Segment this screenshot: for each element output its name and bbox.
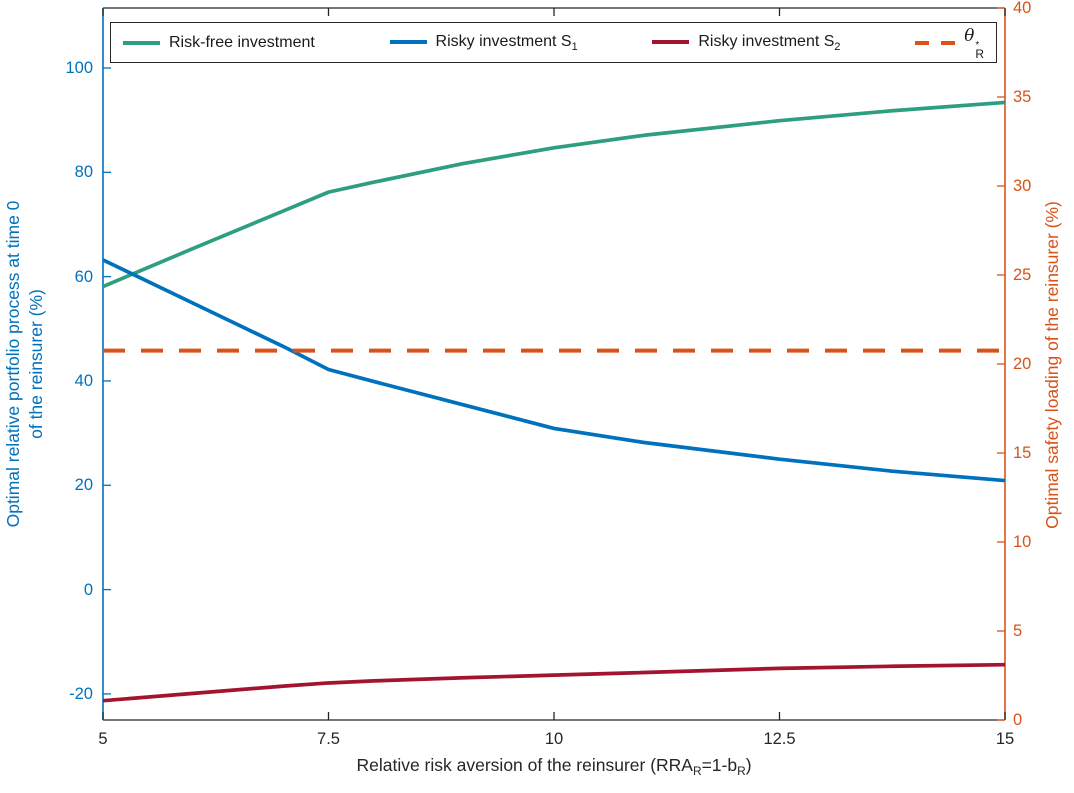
legend-swatch-0 <box>123 40 160 45</box>
legend-swatch-3 <box>915 40 956 45</box>
series-line-1 <box>102 258 1006 483</box>
legend-item-3: θ * R <box>915 25 984 60</box>
x-tick-label: 12.5 <box>763 730 796 748</box>
legend-swatch-2 <box>652 40 690 45</box>
left-y-tick-label: -20 <box>69 684 93 703</box>
left-y-axis-label-line1: Optimal relative portfolio process at ti… <box>3 200 23 528</box>
legend-item-2: Risky investment S2 <box>652 32 841 53</box>
right-y-tick-label: 30 <box>1013 177 1032 195</box>
right-y-axis-label: Optimal safety loading of the reinsurer … <box>1042 201 1062 529</box>
left-y-tick-label: 20 <box>74 476 93 495</box>
left-y-tick-label: 0 <box>83 580 93 599</box>
legend-item-0: Risk-free investment <box>123 34 315 52</box>
series-line-0 <box>102 100 1006 289</box>
right-y-tick-label: 35 <box>1013 88 1032 106</box>
right-y-tick-label: 10 <box>1013 533 1032 551</box>
left-y-axis-label-line2: of the reinsurer (%) <box>26 289 46 439</box>
right-y-tick-label: 0 <box>1013 711 1023 729</box>
theta-symbol: θ <box>964 25 975 46</box>
right-y-tick-label: 20 <box>1013 355 1032 373</box>
legend-label-3: θ * R <box>964 25 984 60</box>
right-y-tick-label: 15 <box>1013 444 1032 462</box>
x-tick-label: 5 <box>98 730 108 748</box>
right-y-tick-label: 40 <box>1013 0 1032 17</box>
sup-sub-stack: * R <box>975 40 984 62</box>
left-y-axis-label: Optimal relative portfolio process at ti… <box>2 8 48 720</box>
right-y-tick-label: 25 <box>1013 266 1032 284</box>
legend-item-1: Risky investment S1 <box>389 32 578 53</box>
x-axis-label: Relative risk aversion of the reinsurer … <box>356 755 752 779</box>
x-tick-label: 10 <box>544 730 564 748</box>
x-tick-label: 7.5 <box>317 730 340 748</box>
legend-label-0: Risk-free investment <box>169 33 315 51</box>
legend-label-1: Risky investment S1 <box>435 32 578 53</box>
right-y-tick-label: 5 <box>1013 622 1023 640</box>
subscript: 1 <box>571 40 578 53</box>
series-line-2 <box>102 662 1006 703</box>
superscript: * <box>975 40 980 52</box>
left-y-tick-label: 100 <box>65 58 93 77</box>
left-y-tick-label: 40 <box>74 371 93 390</box>
subscript: R <box>975 47 984 62</box>
legend-label-2: Risky investment S2 <box>698 32 841 53</box>
subscript: 2 <box>834 40 841 53</box>
x-tick-label: 15 <box>995 730 1015 748</box>
subscript: R <box>692 764 702 779</box>
left-y-tick-label: 80 <box>74 163 93 182</box>
subscript: R <box>737 764 746 779</box>
legend-swatch-1 <box>389 40 427 45</box>
left-y-tick-label: 60 <box>74 267 93 286</box>
legend: Risk-free investment Risky investment S1 R… <box>110 22 997 63</box>
